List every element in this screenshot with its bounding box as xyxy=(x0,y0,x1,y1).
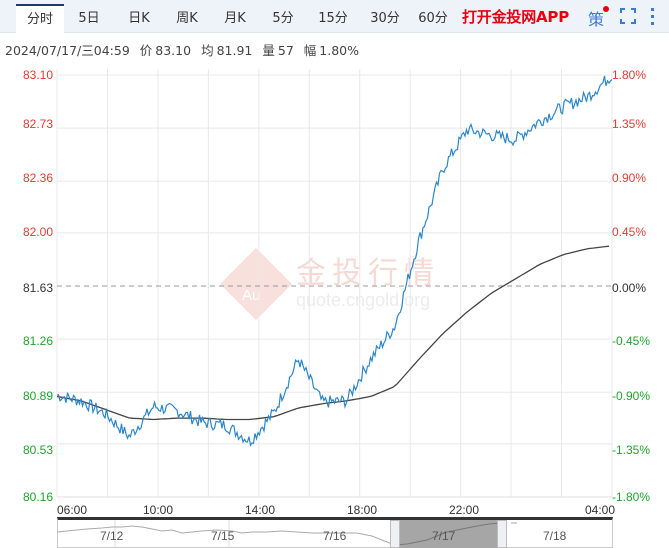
gold-logo-watermark-icon: Au xyxy=(220,248,292,320)
change-value: 1.80% xyxy=(319,43,359,58)
strategy-label: 策 xyxy=(588,10,605,29)
navigator-date-label: 7/16 xyxy=(323,529,347,543)
avg-label: 均 xyxy=(201,43,214,58)
tab-30min[interactable]: 30分 xyxy=(370,11,400,26)
open-app-link[interactable]: 打开金投网APP xyxy=(462,8,569,26)
x-tick: 04:00 xyxy=(585,503,616,517)
quote-info-bar: 2024/07/17/三04:59 价 83.10 均 81.91 量 57 幅 1.8… xyxy=(5,40,365,59)
navigator-date-label: 7/15 xyxy=(211,529,235,543)
chart-grid xyxy=(56,69,613,498)
navigator-date-label: 7/17 xyxy=(432,529,456,543)
y-right-tick: 0.90% xyxy=(612,171,647,185)
average-price-line xyxy=(56,245,610,421)
x-tick: 06:00 xyxy=(57,503,88,517)
avg-value: 81.91 xyxy=(216,43,253,58)
tab-5day[interactable]: 5日 xyxy=(78,11,100,26)
fullscreen-icon[interactable] xyxy=(620,8,636,24)
quote-datetime: 2024/07/17/三04:59 xyxy=(5,43,130,58)
tab-5min[interactable]: 5分 xyxy=(272,11,294,26)
x-tick: 10:00 xyxy=(143,503,174,517)
more-vertical-icon[interactable] xyxy=(650,7,656,25)
tab-60min[interactable]: 60分 xyxy=(418,11,448,26)
y-right-tick: -0.45% xyxy=(612,334,651,348)
y-left-tick: 81.63 xyxy=(23,281,54,295)
tab-15min[interactable]: 15分 xyxy=(318,11,348,26)
price-value: 83.10 xyxy=(155,43,192,58)
y-left-tick: 81.26 xyxy=(23,334,54,348)
y-right-tick: 1.35% xyxy=(612,117,647,131)
period-tab-bar: 分时 5日 日K 周K 月K 5分 15分 30分 60分 打开金投网APP 策 xyxy=(0,0,669,34)
strategy-button[interactable]: 策 xyxy=(588,6,610,30)
x-tick: 22:00 xyxy=(449,503,480,517)
navigator-right-handle[interactable] xyxy=(497,520,507,548)
price-line xyxy=(56,75,613,447)
tab-daily-k[interactable]: 日K xyxy=(128,11,150,26)
price-label: 价 xyxy=(139,43,153,58)
y-left-tick: 80.89 xyxy=(23,389,54,403)
y-left-tick: 80.16 xyxy=(23,490,54,504)
navigator-chart xyxy=(57,520,517,548)
tab-weekly-k[interactable]: 周K xyxy=(176,11,198,26)
change-label: 幅 xyxy=(303,43,317,58)
navigator-date-label: 7/18 xyxy=(543,529,567,543)
y-left-tick: 82.00 xyxy=(23,225,54,239)
y-right-tick: 1.80% xyxy=(612,68,647,82)
volume-value: 57 xyxy=(277,43,294,58)
watermark-url: quote.cngold.org xyxy=(296,290,431,310)
y-left-tick: 82.73 xyxy=(23,117,54,131)
y-right-tick: 0.45% xyxy=(612,225,647,239)
y-left-tick: 83.10 xyxy=(23,68,54,82)
y-left-tick: 82.36 xyxy=(23,171,54,185)
watermark-brand: 金投行情 xyxy=(296,256,440,291)
y-right-tick: -1.35% xyxy=(612,443,651,457)
x-tick: 18:00 xyxy=(347,503,378,517)
y-right-tick: -1.80% xyxy=(612,490,651,504)
watermark-logo-text: Au xyxy=(242,287,260,304)
x-tick: 14:00 xyxy=(245,503,276,517)
y-right-tick: -0.90% xyxy=(612,389,651,403)
tab-intraday[interactable]: 分时 xyxy=(16,4,64,34)
volume-label: 量 xyxy=(262,43,275,58)
y-left-tick: 80.53 xyxy=(23,443,54,457)
navigator-date-label: 7/12 xyxy=(100,529,124,543)
notification-dot-icon xyxy=(603,6,610,12)
navigator-left-handle[interactable] xyxy=(390,520,400,548)
y-right-tick: 0.00% xyxy=(612,281,647,295)
tab-monthly-k[interactable]: 月K xyxy=(224,11,246,26)
